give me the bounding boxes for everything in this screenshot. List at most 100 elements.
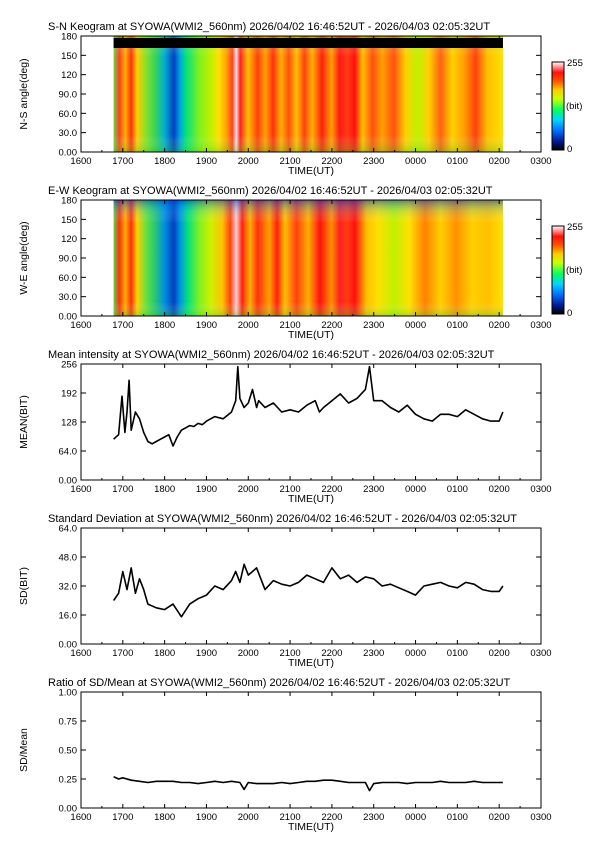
y-tick-label: 0.75: [59, 717, 78, 728]
x-tick-label: 2300: [363, 812, 384, 823]
panel-title: Mean intensity at SYOWA(WMI2_560nm) 2026…: [48, 349, 495, 361]
x-tick-label: 2100: [280, 648, 301, 659]
x-tick-label: 0200: [489, 648, 510, 659]
y-tick-label: 64.0: [59, 524, 78, 535]
y-tick-label: 90.0: [59, 254, 78, 265]
x-tick-label: 0200: [489, 812, 510, 823]
x-tick-label: 0100: [447, 484, 468, 495]
x-tick-label: 1900: [196, 484, 217, 495]
y-tick-label: 90.0: [59, 90, 78, 101]
x-tick-label: 2200: [321, 812, 342, 823]
x-tick-label: 0000: [405, 156, 426, 167]
y-tick-label: 128: [61, 418, 77, 429]
x-tick-label: 2300: [363, 648, 384, 659]
x-tick-label: 0300: [530, 484, 551, 495]
x-tick-label: 1900: [196, 156, 217, 167]
x-tick-label: 0300: [530, 320, 551, 331]
panel-title: E-W Keogram at SYOWA(WMI2_560nm) 2026/04…: [48, 185, 493, 197]
x-tick-label: 1900: [196, 320, 217, 331]
x-tick-label: 0100: [447, 156, 468, 167]
y-tick-label: 120: [61, 70, 77, 81]
y-tick-label: 30.0: [59, 128, 78, 139]
x-tick-label: 2000: [238, 812, 259, 823]
y-tick-label: 0.00: [59, 476, 78, 487]
panel-title: Ratio of SD/Mean at SYOWA(WMI2_560nm) 20…: [48, 677, 511, 689]
x-tick-label: 1700: [112, 812, 133, 823]
x-tick-label: 1700: [112, 648, 133, 659]
y-tick-label: 0.50: [59, 746, 78, 757]
series-line-0: [112, 563, 504, 618]
x-axis-label: TIME(UT): [288, 165, 334, 177]
x-tick-label: 2100: [280, 484, 301, 495]
x-tick-label: 0200: [489, 484, 510, 495]
y-tick-label: 0.00: [59, 640, 78, 651]
x-axis-label: TIME(UT): [288, 493, 334, 505]
x-tick-label: 2100: [280, 156, 301, 167]
x-tick-label: 0100: [447, 648, 468, 659]
y-tick-label: 60.0: [59, 273, 78, 284]
colorbar: [551, 61, 565, 151]
panel-title: S-N Keogram at SYOWA(WMI2_560nm) 2026/04…: [48, 21, 490, 33]
panel-3: Standard Deviation at SYOWA(WMI2_560nm) …: [18, 513, 552, 669]
y-tick-label: 32.0: [59, 582, 78, 593]
plot-frame: [80, 363, 542, 481]
x-tick-label: 1600: [70, 812, 91, 823]
y-axis-label: W-E angle(deg): [18, 221, 30, 294]
x-tick-label: 0000: [405, 320, 426, 331]
y-tick-label: 180: [61, 32, 77, 43]
y-tick-label: 0.25: [59, 775, 78, 786]
y-axis-label: N-S angle(deg): [18, 58, 30, 129]
x-tick-label: 0000: [405, 812, 426, 823]
y-tick-label: 180: [61, 196, 77, 207]
panel-2: Mean intensity at SYOWA(WMI2_560nm) 2026…: [18, 349, 552, 505]
x-tick-label: 1600: [70, 484, 91, 495]
x-tick-label: 0100: [447, 320, 468, 331]
y-tick-label: 150: [61, 215, 77, 226]
series-line-0: [113, 775, 503, 792]
y-tick-label: 0.00: [59, 804, 78, 815]
x-tick-label: 2200: [321, 484, 342, 495]
x-axis-label: TIME(UT): [288, 329, 334, 341]
keogram-shading: [113, 36, 503, 152]
x-tick-label: 0200: [489, 156, 510, 167]
y-tick-label: 30.0: [59, 292, 78, 303]
x-tick-label: 1800: [154, 156, 175, 167]
x-tick-label: 2000: [238, 648, 259, 659]
x-tick-label: 1800: [154, 484, 175, 495]
x-tick-label: 1700: [112, 320, 133, 331]
x-tick-label: 1600: [70, 320, 91, 331]
x-tick-label: 1700: [112, 484, 133, 495]
x-tick-label: 0300: [530, 648, 551, 659]
y-tick-label: 120: [61, 234, 77, 245]
x-tick-label: 2300: [363, 320, 384, 331]
colorbar-unit: (bit): [566, 101, 582, 112]
y-axis-label: MEAN(BIT): [18, 395, 30, 449]
x-tick-label: 0300: [530, 156, 551, 167]
keogram-top-band: [113, 38, 503, 48]
x-tick-label: 1600: [70, 648, 91, 659]
x-tick-label: 2200: [321, 156, 342, 167]
x-tick-label: 2300: [363, 484, 384, 495]
colorbar-max-label: 255: [567, 58, 583, 69]
y-tick-label: 64.0: [59, 447, 78, 458]
colorbar-max-label: 255: [567, 222, 583, 233]
colorbar-min-label: 0: [567, 144, 572, 155]
x-tick-label: 1800: [154, 812, 175, 823]
panel-1: E-W Keogram at SYOWA(WMI2_560nm) 2026/04…: [18, 185, 583, 341]
plot-frame: [80, 527, 542, 645]
panel-title: Standard Deviation at SYOWA(WMI2_560nm) …: [48, 513, 517, 525]
x-tick-label: 0100: [447, 812, 468, 823]
y-tick-label: 0.00: [59, 312, 78, 323]
x-tick-label: 1700: [112, 156, 133, 167]
x-tick-label: 2000: [238, 156, 259, 167]
x-tick-label: 2200: [321, 648, 342, 659]
y-tick-label: 0.00: [59, 148, 78, 159]
x-tick-label: 2000: [238, 320, 259, 331]
y-tick-label: 48.0: [59, 553, 78, 564]
x-tick-label: 0000: [405, 484, 426, 495]
y-tick-label: 1.00: [59, 688, 78, 699]
keogram-shading: [113, 200, 503, 316]
panel-4: Ratio of SD/Mean at SYOWA(WMI2_560nm) 20…: [18, 677, 552, 833]
x-tick-label: 2300: [363, 156, 384, 167]
